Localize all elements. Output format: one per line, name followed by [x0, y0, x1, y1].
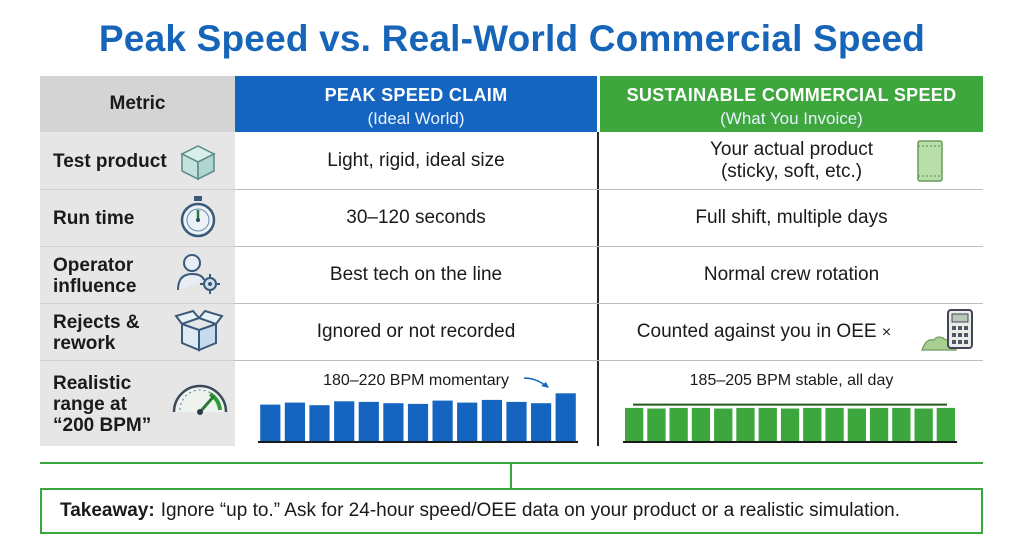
row-divider	[235, 189, 983, 190]
peak-speed-bar	[358, 401, 379, 441]
metric-rejects-rework: Rejects & rework	[53, 312, 140, 354]
arrow-icon	[522, 374, 552, 395]
row-divider	[40, 360, 235, 361]
takeaway-text: Ignore “up to.” Ask for 24-hour speed/OE…	[160, 500, 900, 521]
header-peak-speed: PEAK SPEED CLAIM (Ideal World)	[235, 76, 597, 132]
metric-rejects-line1: Rejects &	[53, 312, 140, 333]
metric-run-time: Run time	[53, 208, 135, 229]
peak-speed-bar	[407, 403, 429, 441]
metric-realistic-line2: range at	[53, 394, 127, 415]
takeaway-label: Takeaway:	[60, 500, 155, 521]
peak-speed-bar	[481, 399, 502, 441]
peak-range-annotation: 180–220 BPM momentary	[235, 370, 597, 392]
header-metric: Metric	[40, 76, 235, 132]
peak-speed-bar	[555, 393, 576, 441]
metric-realistic-range: Realistic range at “200 BPM”	[53, 373, 151, 436]
row-divider	[235, 246, 983, 247]
peak-speed-bar-chart	[258, 393, 578, 443]
takeaway-box: Takeaway: Ignore “up to.” Ask for 24-hou…	[40, 488, 983, 534]
peak-speed-bar	[284, 402, 305, 441]
sustainable-speed-bar	[803, 407, 822, 441]
sustainable-speed-bar	[647, 408, 666, 441]
sustainable-rejects-rework: Counted against you in OEE ×	[600, 321, 928, 344]
stopwatch-icon	[178, 194, 218, 245]
multiply-mark: ×	[881, 324, 892, 341]
takeaway-connector	[510, 462, 512, 488]
sustainable-range-annotation: 185–205 BPM stable, all day	[689, 372, 894, 389]
sustainable-speed-bar	[669, 407, 688, 441]
metric-realistic-line1: Realistic	[53, 373, 132, 394]
header-sustainable-subtitle: (What You Invoice)	[720, 109, 863, 128]
sustainable-test-product-line1: Your actual product	[709, 139, 874, 160]
header-sustainable-title: SUSTAINABLE COMMERCIAL SPEED	[626, 85, 957, 105]
peak-speed-bar	[383, 403, 404, 441]
sustainable-speed-bar	[736, 407, 755, 441]
metric-realistic-line3: “200 BPM”	[53, 415, 152, 436]
sustainable-speed-bar	[758, 407, 777, 441]
peak-speed-bar	[531, 403, 552, 441]
sustainable-operator-influence: Normal crew rotation	[703, 264, 880, 285]
sustainable-test-product: Your actual product (sticky, soft, etc.)	[600, 139, 983, 183]
row-divider	[40, 189, 235, 190]
row-divider	[235, 360, 983, 361]
peak-speed-bar	[309, 405, 330, 441]
metric-rejects-line2: rework	[53, 333, 116, 354]
peak-rejects-rework: Ignored or not recorded	[316, 321, 516, 342]
sustainable-run-time: Full shift, multiple days	[695, 207, 888, 228]
sustainable-speed-bar	[936, 407, 955, 441]
column-divider	[597, 132, 599, 446]
sustainable-rejects-text: Counted against you in OEE	[636, 321, 877, 342]
sustainable-speed-bar	[691, 407, 711, 441]
row-divider	[40, 246, 235, 247]
peak-test-product: Light, rigid, ideal size	[327, 150, 505, 171]
operator-gear-icon	[176, 252, 222, 299]
cube-icon	[178, 142, 218, 187]
sustainable-speed-bar	[847, 408, 866, 441]
row-divider	[40, 303, 235, 304]
calculator-icon	[920, 308, 976, 357]
metric-operator-line1: Operator	[53, 255, 134, 276]
peak-range-text: 180–220 BPM momentary	[323, 372, 509, 389]
peak-speed-bar	[457, 402, 478, 441]
sustainable-speed-bar	[625, 407, 644, 441]
row-divider	[235, 303, 983, 304]
peak-speed-bar	[260, 404, 281, 441]
peak-speed-bar	[334, 401, 355, 442]
header-peak-subtitle: (Ideal World)	[367, 109, 465, 128]
header-sustainable-speed: SUSTAINABLE COMMERCIAL SPEED (What You I…	[600, 76, 983, 132]
metric-test-product: Test product	[53, 151, 167, 172]
header-peak-title: PEAK SPEED CLAIM	[324, 85, 508, 105]
sustainable-speed-bar	[714, 408, 733, 441]
peak-run-time: 30–120 seconds	[346, 207, 486, 228]
metric-operator-influence: Operator influence	[53, 255, 136, 297]
product-bag-icon	[916, 139, 944, 188]
peak-operator-influence: Best tech on the line	[329, 264, 503, 285]
sustainable-speed-bar	[780, 408, 800, 441]
peak-speed-bar	[432, 400, 453, 441]
sustainable-speed-bar	[914, 408, 933, 441]
sustainable-speed-bar	[825, 407, 844, 441]
open-box-icon	[174, 308, 224, 357]
peak-speed-bar	[506, 401, 527, 441]
comparison-table: Metric PEAK SPEED CLAIM (Ideal World) SU…	[40, 76, 983, 446]
gauge-icon	[170, 380, 230, 421]
sustainable-speed-bar	[892, 407, 911, 441]
page-title: Peak Speed vs. Real-World Commercial Spe…	[98, 18, 926, 59]
sustainable-speed-bar	[869, 407, 889, 441]
metric-operator-line2: influence	[53, 276, 137, 297]
sustainable-speed-bar-chart	[623, 403, 957, 443]
sustainable-test-product-line2: (sticky, soft, etc.)	[720, 161, 863, 182]
